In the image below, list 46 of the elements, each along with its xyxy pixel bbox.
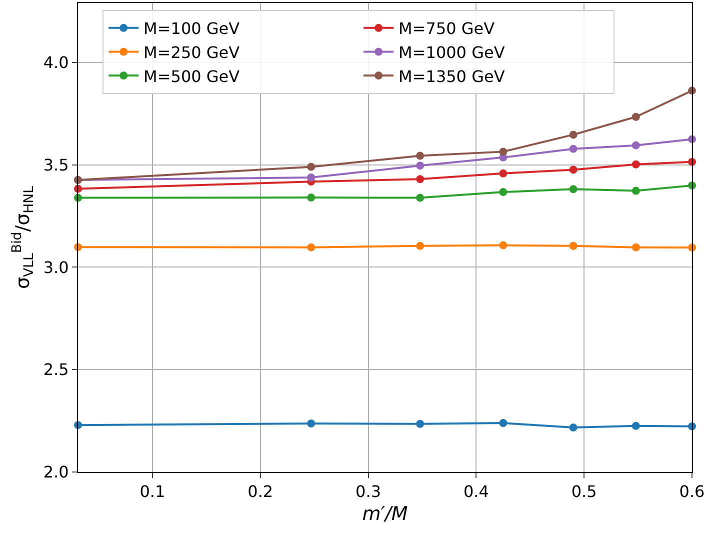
point bbox=[632, 141, 640, 150]
point bbox=[569, 144, 578, 153]
point bbox=[632, 160, 640, 168]
point bbox=[499, 419, 508, 428]
y-tick-label: 2.0 bbox=[43, 462, 69, 482]
point bbox=[416, 242, 424, 250]
x-axis-title: m′/M bbox=[362, 503, 408, 525]
point bbox=[632, 243, 640, 252]
x-tick-label: 0.6 bbox=[679, 482, 705, 502]
point bbox=[307, 194, 316, 202]
point bbox=[307, 243, 316, 252]
point bbox=[569, 185, 578, 194]
x-tick-label: 0.3 bbox=[356, 482, 381, 502]
x-tick-label: 0.5 bbox=[571, 482, 597, 502]
point bbox=[499, 241, 508, 250]
legend-label: M=1000 GeV bbox=[398, 42, 505, 62]
legend-label: M=100 GeV bbox=[144, 19, 240, 38]
legend-label: M=250 GeV bbox=[144, 42, 240, 62]
point bbox=[307, 162, 316, 171]
x-tick-label: 0.1 bbox=[140, 482, 166, 502]
point bbox=[569, 242, 578, 250]
point bbox=[307, 173, 316, 182]
point bbox=[499, 148, 508, 156]
point bbox=[416, 194, 424, 202]
point bbox=[569, 166, 578, 174]
point bbox=[632, 186, 640, 195]
point bbox=[499, 169, 508, 178]
y-tick-label: 4.0 bbox=[43, 52, 69, 72]
point bbox=[307, 419, 316, 428]
point bbox=[416, 175, 424, 184]
point bbox=[632, 112, 640, 121]
point bbox=[416, 420, 424, 428]
point bbox=[569, 130, 578, 139]
point bbox=[499, 188, 508, 196]
y-tick-label: 3.5 bbox=[43, 155, 69, 174]
point bbox=[632, 422, 640, 430]
point bbox=[416, 152, 424, 160]
legend-label: M=750 GeV bbox=[398, 19, 495, 38]
x-tick-label: 0.2 bbox=[248, 482, 274, 502]
y-tick-label: 3.0 bbox=[43, 258, 69, 277]
x-tick-label: 0.4 bbox=[463, 482, 489, 502]
y-tick-label: 2.5 bbox=[43, 360, 69, 380]
legend-label: M=1350 GeV bbox=[398, 66, 505, 86]
legend-label: M=500 GeV bbox=[144, 66, 240, 86]
point bbox=[569, 424, 578, 432]
point bbox=[416, 162, 424, 170]
